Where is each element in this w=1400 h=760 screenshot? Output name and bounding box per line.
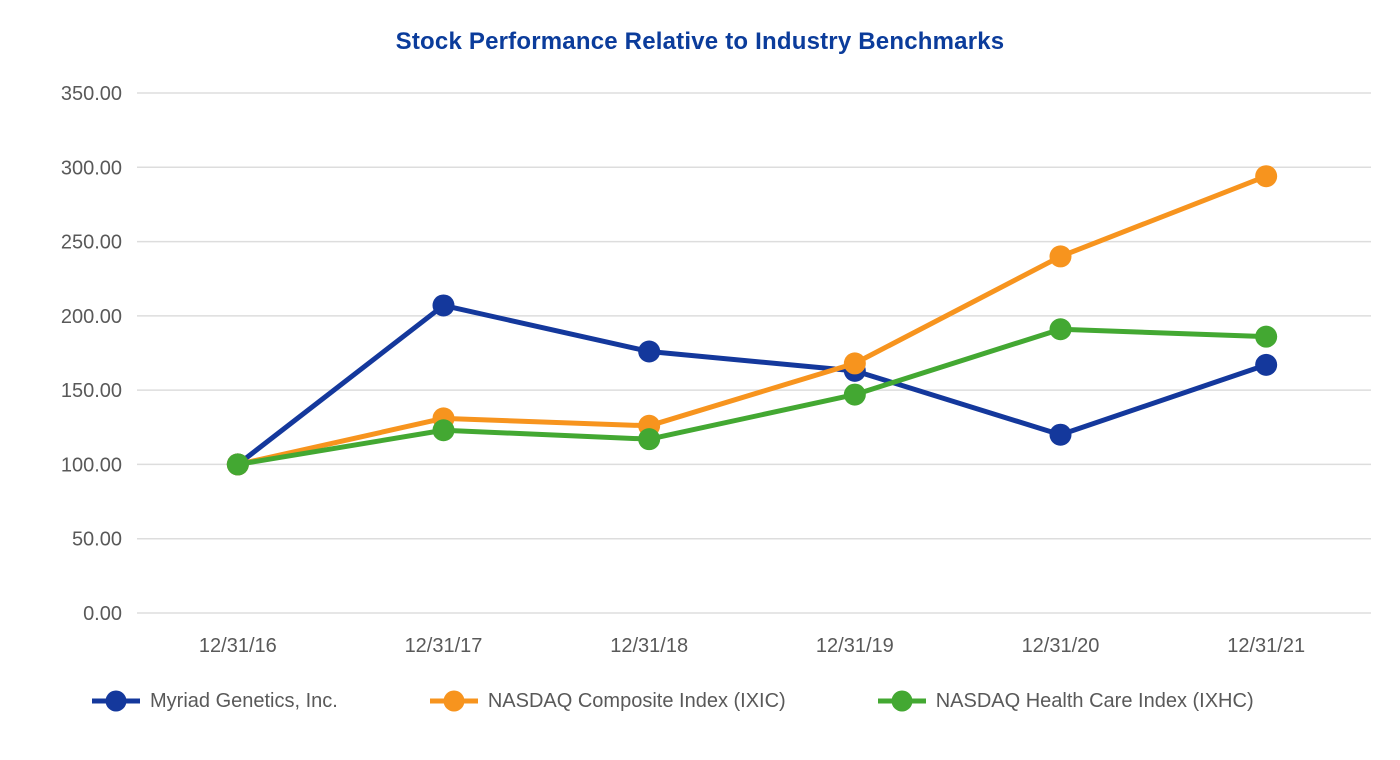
y-axis-tick-label: 0.00 xyxy=(83,603,122,625)
data-point-marker xyxy=(843,383,866,406)
legend-label: NASDAQ Composite Index (IXIC) xyxy=(487,689,786,712)
series-2 xyxy=(226,318,1278,476)
legend-marker-icon xyxy=(429,690,478,712)
y-axis-tick-label: 150.00 xyxy=(61,380,122,402)
y-axis-labels: 0.00 50.00 100.00 150.00 200.00 250.00 300.00 3… xyxy=(61,83,122,625)
legend-label: Myriad Genetics, Inc. xyxy=(150,689,338,712)
chart-legend: Myriad Genetics, Inc. NASDAQ Composite In… xyxy=(92,688,1254,714)
data-point-marker xyxy=(1255,353,1278,376)
legend-marker-icon xyxy=(877,690,926,712)
x-axis-tick-label: 12/31/19 xyxy=(816,635,894,657)
legend-dot xyxy=(105,690,127,712)
legend-dot xyxy=(443,690,465,712)
plot-area: 0.00 50.00 100.00 150.00 200.00 250.00 300.00 3… xyxy=(61,83,1371,657)
data-point-marker xyxy=(1049,245,1072,268)
chart-title: Stock Performance Relative to Industry B… xyxy=(395,28,1005,55)
data-point-marker xyxy=(432,419,455,442)
y-axis-tick-label: 250.00 xyxy=(61,232,122,254)
x-axis-tick-label: 12/31/16 xyxy=(199,635,277,657)
series-line xyxy=(236,302,1267,467)
data-point-marker xyxy=(638,428,661,451)
data-point-marker xyxy=(226,453,249,476)
data-point-marker xyxy=(1255,325,1278,348)
legend-item: NASDAQ Composite Index (IXIC) xyxy=(429,688,786,714)
x-axis-tick-label: 12/31/17 xyxy=(405,635,483,657)
y-axis-tick-label: 350.00 xyxy=(61,83,122,105)
legend-label: NASDAQ Health Care Index (IXHC) xyxy=(935,689,1254,712)
data-point-marker xyxy=(1049,318,1072,341)
legend-item: NASDAQ Health Care Index (IXHC) xyxy=(877,688,1254,714)
data-point-marker xyxy=(1049,423,1072,446)
x-axis-labels: 12/31/16 12/31/17 12/31/18 12/31/19 12/31/20… xyxy=(199,635,1305,657)
legend-item: Myriad Genetics, Inc. xyxy=(92,688,338,714)
x-axis-tick-label: 12/31/21 xyxy=(1227,635,1305,657)
y-axis-tick-label: 100.00 xyxy=(61,454,122,476)
data-point-marker xyxy=(432,294,455,317)
series-line xyxy=(237,173,1268,467)
y-axis-tick-label: 300.00 xyxy=(61,157,122,179)
data-point-marker xyxy=(1255,165,1278,188)
data-point-marker xyxy=(843,352,866,375)
gridlines xyxy=(137,92,1371,614)
legend-marker-icon xyxy=(92,690,140,712)
x-axis-tick-label: 12/31/20 xyxy=(1022,635,1100,657)
series-0 xyxy=(226,294,1278,476)
data-point-marker xyxy=(638,340,661,363)
legend-dot xyxy=(891,690,913,712)
x-axis-tick-label: 12/31/18 xyxy=(610,635,688,657)
series-1 xyxy=(226,165,1278,476)
y-axis-tick-label: 200.00 xyxy=(61,306,122,328)
series-line xyxy=(237,326,1267,467)
y-axis-tick-label: 50.00 xyxy=(72,529,122,551)
